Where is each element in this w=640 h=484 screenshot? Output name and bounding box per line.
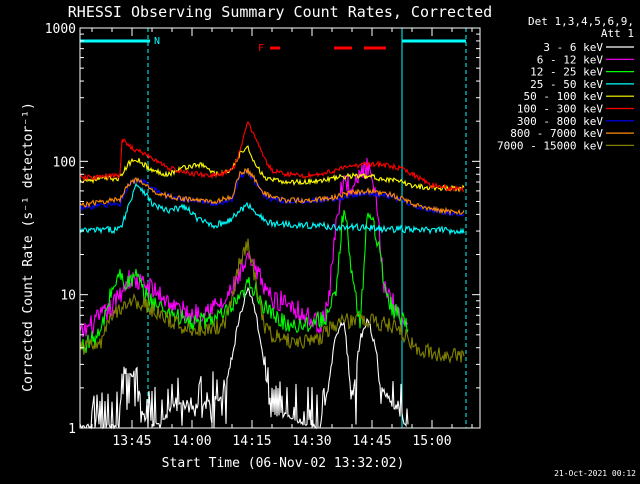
series-line-8 <box>79 238 465 365</box>
legend-label: 25 - 50 keV <box>530 78 603 91</box>
legend-header: Det 1,3,4,5,6,9, <box>528 15 634 28</box>
x-tick-label: 14:30 <box>292 434 331 449</box>
flare-flag-label: F <box>258 43 264 54</box>
legend-label: 100 - 300 keV <box>517 103 603 116</box>
x-tick-label: 14:45 <box>352 434 391 449</box>
series-line-1 <box>79 157 409 338</box>
night-flag-label: N <box>154 36 160 47</box>
legend-label: 6 - 12 keV <box>537 53 604 66</box>
plot-frame <box>79 27 481 429</box>
chart-title: RHESSI Observing Summary Count Rates, Co… <box>68 3 492 21</box>
timestamp: 21-Oct-2021 00:12 <box>554 469 636 478</box>
y-tick-label: 1000 <box>45 22 76 37</box>
series-line-4 <box>79 145 465 193</box>
x-tick-label: 15:00 <box>412 434 451 449</box>
series-line-2 <box>79 210 409 354</box>
legend-header: Att 1 <box>601 27 634 40</box>
legend-label: 300 - 800 keV <box>517 115 603 128</box>
series-line-7 <box>79 167 465 216</box>
legend-label: 50 - 100 keV <box>524 90 604 103</box>
overlay-layer: NF <box>79 28 467 428</box>
y-tick-label: 10 <box>60 289 76 304</box>
y-tick-label: 100 <box>53 155 76 170</box>
axes-layer: 1 10 100 1000 13:45 14:00 14:15 14:30 14:45 15:00 <box>45 22 481 449</box>
x-tick-label: 14:00 <box>172 434 211 449</box>
series-line-6 <box>79 169 465 218</box>
legend-label: 12 - 25 keV <box>530 66 603 79</box>
series-line-5 <box>79 120 465 193</box>
legend-label: 800 - 7000 keV <box>510 127 603 140</box>
x-axis-label: Start Time (06-Nov-02 13:32:02) <box>162 456 405 471</box>
series-line-0 <box>79 286 409 430</box>
y-tick-label: 1 <box>68 422 76 437</box>
y-axis-label: Corrected Count Rate (s⁻¹ detector⁻¹) <box>21 102 36 392</box>
x-tick-label: 14:15 <box>232 434 271 449</box>
legend-label: 3 - 6 keV <box>543 41 603 54</box>
series-line-3 <box>79 182 465 236</box>
x-tick-label: 13:45 <box>112 434 151 449</box>
legend-label: 7000 - 15000 keV <box>497 139 603 152</box>
series-layer <box>79 120 465 430</box>
